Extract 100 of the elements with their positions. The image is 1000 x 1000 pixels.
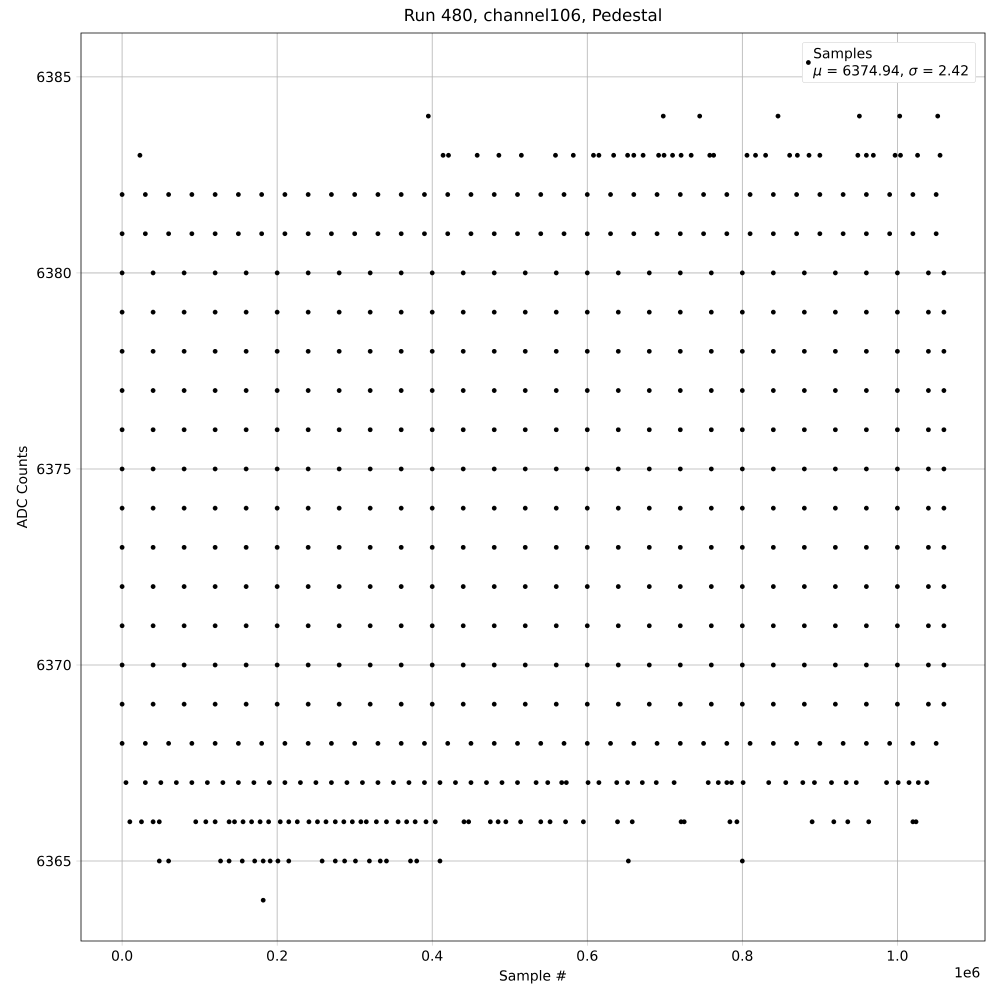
point bbox=[306, 584, 311, 589]
point bbox=[584, 506, 590, 511]
point bbox=[802, 506, 807, 511]
point bbox=[616, 388, 621, 393]
point bbox=[430, 544, 435, 550]
point bbox=[158, 780, 164, 786]
point bbox=[708, 388, 714, 393]
point bbox=[770, 466, 776, 472]
point bbox=[646, 702, 652, 707]
point bbox=[854, 780, 859, 786]
point bbox=[706, 780, 711, 786]
point bbox=[398, 584, 404, 589]
point bbox=[770, 231, 776, 236]
point bbox=[212, 192, 218, 197]
point bbox=[538, 741, 544, 746]
point bbox=[244, 584, 249, 589]
point bbox=[396, 819, 401, 824]
point bbox=[832, 310, 838, 315]
point bbox=[770, 310, 776, 315]
point bbox=[894, 623, 900, 628]
point bbox=[770, 662, 776, 668]
point bbox=[740, 584, 745, 589]
point bbox=[802, 310, 807, 315]
point bbox=[306, 662, 311, 668]
point bbox=[646, 544, 652, 550]
point bbox=[832, 348, 838, 354]
point bbox=[315, 819, 320, 824]
point bbox=[398, 702, 404, 707]
point bbox=[189, 741, 194, 746]
point bbox=[646, 584, 652, 589]
point bbox=[306, 348, 311, 354]
point bbox=[678, 466, 683, 472]
point bbox=[678, 310, 683, 315]
point bbox=[678, 270, 683, 276]
point bbox=[584, 231, 590, 236]
point bbox=[212, 544, 218, 550]
point bbox=[678, 506, 683, 511]
point bbox=[646, 270, 652, 276]
point bbox=[942, 466, 946, 472]
point bbox=[244, 270, 249, 276]
point bbox=[212, 584, 218, 589]
point bbox=[500, 780, 504, 786]
point bbox=[430, 310, 435, 315]
point bbox=[802, 427, 807, 432]
point bbox=[182, 544, 187, 550]
y-tick-label: 6375 bbox=[37, 464, 70, 474]
point bbox=[708, 623, 714, 628]
point bbox=[584, 584, 590, 589]
point bbox=[492, 741, 497, 746]
point bbox=[320, 858, 325, 864]
point bbox=[182, 662, 187, 668]
point bbox=[522, 702, 528, 707]
point bbox=[812, 780, 817, 786]
point bbox=[150, 544, 156, 550]
point bbox=[430, 270, 435, 276]
point bbox=[844, 780, 849, 786]
point bbox=[640, 152, 646, 158]
point bbox=[138, 152, 142, 158]
point bbox=[376, 741, 380, 746]
point bbox=[430, 584, 435, 589]
point bbox=[554, 310, 559, 315]
point bbox=[150, 584, 156, 589]
point bbox=[342, 858, 348, 864]
point bbox=[678, 702, 683, 707]
point bbox=[864, 584, 869, 589]
point bbox=[802, 702, 807, 707]
point bbox=[368, 584, 373, 589]
point bbox=[453, 780, 458, 786]
point bbox=[708, 702, 714, 707]
point bbox=[120, 623, 124, 628]
point bbox=[306, 270, 311, 276]
point bbox=[559, 780, 564, 786]
point bbox=[156, 819, 162, 824]
point bbox=[864, 348, 869, 354]
point bbox=[701, 231, 706, 236]
point bbox=[942, 348, 946, 354]
point bbox=[232, 819, 237, 824]
point bbox=[274, 427, 280, 432]
point bbox=[829, 780, 834, 786]
point bbox=[329, 741, 334, 746]
point bbox=[336, 506, 342, 511]
point bbox=[438, 780, 442, 786]
point bbox=[794, 741, 800, 746]
point bbox=[832, 584, 838, 589]
point bbox=[142, 231, 148, 236]
point bbox=[806, 152, 812, 158]
point bbox=[631, 741, 636, 746]
point bbox=[646, 662, 652, 668]
point bbox=[336, 662, 342, 668]
point bbox=[678, 348, 683, 354]
point bbox=[274, 623, 280, 628]
point bbox=[244, 388, 249, 393]
point bbox=[120, 506, 124, 511]
point bbox=[384, 819, 389, 824]
point bbox=[150, 506, 156, 511]
point bbox=[887, 192, 892, 197]
point bbox=[286, 858, 292, 864]
point bbox=[614, 780, 620, 786]
point bbox=[324, 819, 328, 824]
point bbox=[910, 231, 916, 236]
